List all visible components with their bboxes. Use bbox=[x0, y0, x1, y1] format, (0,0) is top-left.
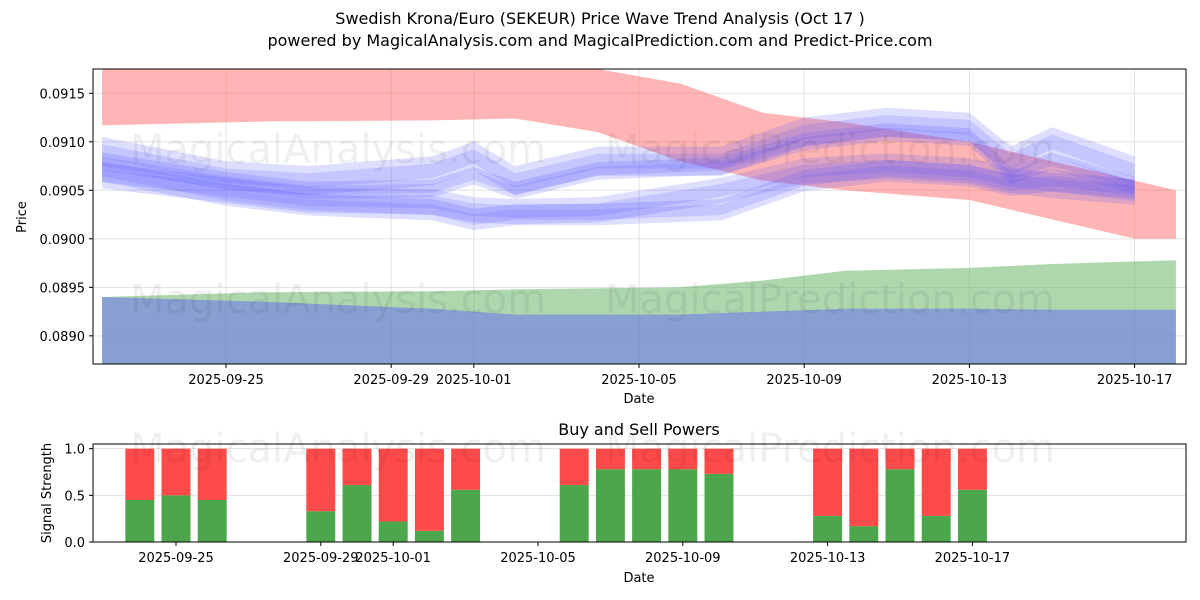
sell-bar bbox=[342, 448, 372, 486]
sell-bar bbox=[306, 448, 336, 512]
y-tick-label: 0.0 bbox=[64, 536, 85, 551]
blue-wave-3 bbox=[102, 107, 1135, 196]
x-tick-label: 2025-09-25 bbox=[188, 373, 264, 388]
blue-wave-2-core bbox=[102, 165, 1135, 225]
red-band bbox=[102, 69, 1176, 239]
x-tick-label: 2025-10-05 bbox=[500, 551, 576, 566]
signal-y-axis: 0.0 0.5 1.0 bbox=[64, 443, 93, 551]
price-plot: MagicalAnalysis.com MagicalPrediction.co… bbox=[15, 68, 1187, 407]
x-tick-label: 2025-10-01 bbox=[436, 373, 512, 388]
x-tick-label: 2025-09-25 bbox=[138, 551, 214, 566]
x-tick-label: 2025-09-29 bbox=[283, 551, 359, 566]
sell-bar bbox=[668, 448, 698, 470]
price-x-axis-label: Date bbox=[623, 392, 654, 407]
buy-bar bbox=[197, 500, 227, 542]
sell-bar bbox=[161, 448, 191, 496]
buy-bar bbox=[921, 515, 951, 542]
sell-bar bbox=[595, 448, 625, 470]
sell-bar bbox=[378, 448, 408, 522]
price-bands bbox=[102, 69, 1176, 364]
sell-bar bbox=[125, 448, 155, 500]
buy-bar bbox=[849, 526, 879, 542]
buy-bar bbox=[451, 489, 481, 542]
x-tick-label: 2025-09-29 bbox=[353, 373, 429, 388]
buy-bar bbox=[559, 485, 589, 542]
signal-plot-title: Buy and Sell Powers bbox=[558, 420, 720, 439]
y-tick-label: 0.0895 bbox=[40, 281, 86, 296]
buy-bar bbox=[342, 485, 372, 542]
blue-base-band bbox=[102, 297, 1176, 364]
buy-bar bbox=[668, 469, 698, 542]
y-tick-label: 0.0910 bbox=[40, 136, 86, 151]
signal-y-axis-label: Signal Strength bbox=[40, 443, 55, 543]
buy-bar bbox=[595, 469, 625, 542]
signal-bars bbox=[125, 448, 987, 542]
watermark: MagicalAnalysis.com bbox=[130, 426, 546, 472]
sell-bar bbox=[414, 448, 444, 531]
sell-bar bbox=[197, 448, 227, 500]
sell-bar bbox=[885, 448, 915, 470]
blue-wave-4-core bbox=[102, 159, 1135, 218]
buy-bar bbox=[704, 473, 734, 542]
y-tick-label: 0.0890 bbox=[40, 330, 86, 345]
watermark: MagicalPrediction.com bbox=[605, 277, 1055, 323]
signal-plot-frame bbox=[92, 443, 1187, 543]
buy-bar bbox=[632, 469, 662, 542]
green-band bbox=[102, 260, 1176, 364]
signal-x-axis-label: Date bbox=[623, 571, 654, 586]
buy-bar bbox=[306, 511, 336, 542]
y-tick-label: 0.0915 bbox=[40, 87, 86, 102]
watermark: MagicalPrediction.com bbox=[605, 426, 1055, 472]
sell-bar bbox=[559, 448, 589, 486]
sell-bar bbox=[813, 448, 843, 516]
x-tick-label: 2025-10-17 bbox=[1097, 373, 1173, 388]
price-x-axis: 2025-09-25 2025-09-29 2025-10-01 2025-10-05… bbox=[188, 364, 1172, 388]
watermark: MagicalAnalysis.com bbox=[130, 127, 546, 173]
x-tick-label: 2025-10-17 bbox=[935, 551, 1011, 566]
x-tick-label: 2025-10-05 bbox=[601, 373, 677, 388]
blue-wave-2 bbox=[102, 160, 1135, 231]
sell-bar bbox=[921, 448, 951, 516]
watermark: MagicalPrediction.com bbox=[605, 127, 1055, 173]
blue-wave-4 bbox=[102, 153, 1135, 225]
y-tick-label: 0.0900 bbox=[40, 233, 86, 248]
chart-subtitle: powered by MagicalAnalysis.com and Magic… bbox=[267, 31, 933, 50]
y-tick-label: 0.0905 bbox=[40, 184, 86, 199]
sell-bar bbox=[632, 448, 662, 470]
x-tick-label: 2025-10-01 bbox=[355, 551, 431, 566]
price-grid bbox=[93, 69, 1186, 364]
x-tick-label: 2025-10-09 bbox=[766, 373, 842, 388]
buy-bar bbox=[813, 515, 843, 542]
buy-bar bbox=[161, 495, 191, 542]
buy-bar bbox=[378, 521, 408, 542]
price-y-axis-label: Price bbox=[15, 201, 30, 233]
y-tick-label: 1.0 bbox=[64, 443, 85, 458]
price-plot-background bbox=[93, 69, 1186, 364]
signal-plot: Buy and Sell Powers MagicalAnalysis.com … bbox=[40, 420, 1187, 586]
blue-wave-3-core bbox=[102, 115, 1135, 188]
chart-title: Swedish Krona/Euro (SEKEUR) Price Wave T… bbox=[335, 9, 865, 28]
sell-bar bbox=[451, 448, 481, 490]
sell-bar bbox=[849, 448, 879, 527]
sell-bar bbox=[957, 448, 987, 490]
x-tick-label: 2025-10-09 bbox=[645, 551, 721, 566]
price-y-axis: 0.0890 0.0895 0.0900 0.0905 0.0910 0.0915 bbox=[40, 87, 93, 345]
buy-bar bbox=[414, 530, 444, 542]
buy-bar bbox=[957, 489, 987, 542]
x-tick-label: 2025-10-13 bbox=[790, 551, 866, 566]
sell-bar bbox=[704, 448, 734, 474]
x-tick-label: 2025-10-13 bbox=[932, 373, 1008, 388]
watermark: MagicalAnalysis.com bbox=[130, 277, 546, 323]
buy-bar bbox=[125, 500, 155, 542]
buy-bar bbox=[885, 469, 915, 542]
y-tick-label: 0.5 bbox=[64, 489, 85, 504]
